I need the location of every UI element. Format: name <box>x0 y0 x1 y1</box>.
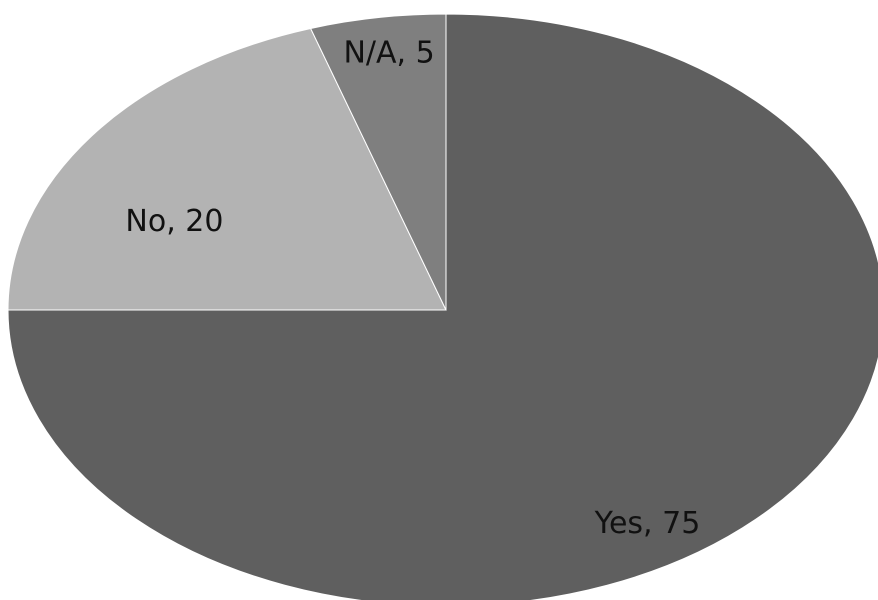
pie-slices <box>7 13 878 600</box>
pie-slice-no <box>7 27 447 311</box>
pie-labels: Yes, 75 No, 20 N/A, 5 <box>125 35 700 541</box>
pie-slice-yes <box>7 13 878 600</box>
pie-label-no: No, 20 <box>125 204 223 239</box>
pie-slice-n-a <box>309 13 447 311</box>
pie-label-n-a: N/A, 5 <box>343 35 434 70</box>
pie-label-yes: Yes, 75 <box>594 506 701 541</box>
